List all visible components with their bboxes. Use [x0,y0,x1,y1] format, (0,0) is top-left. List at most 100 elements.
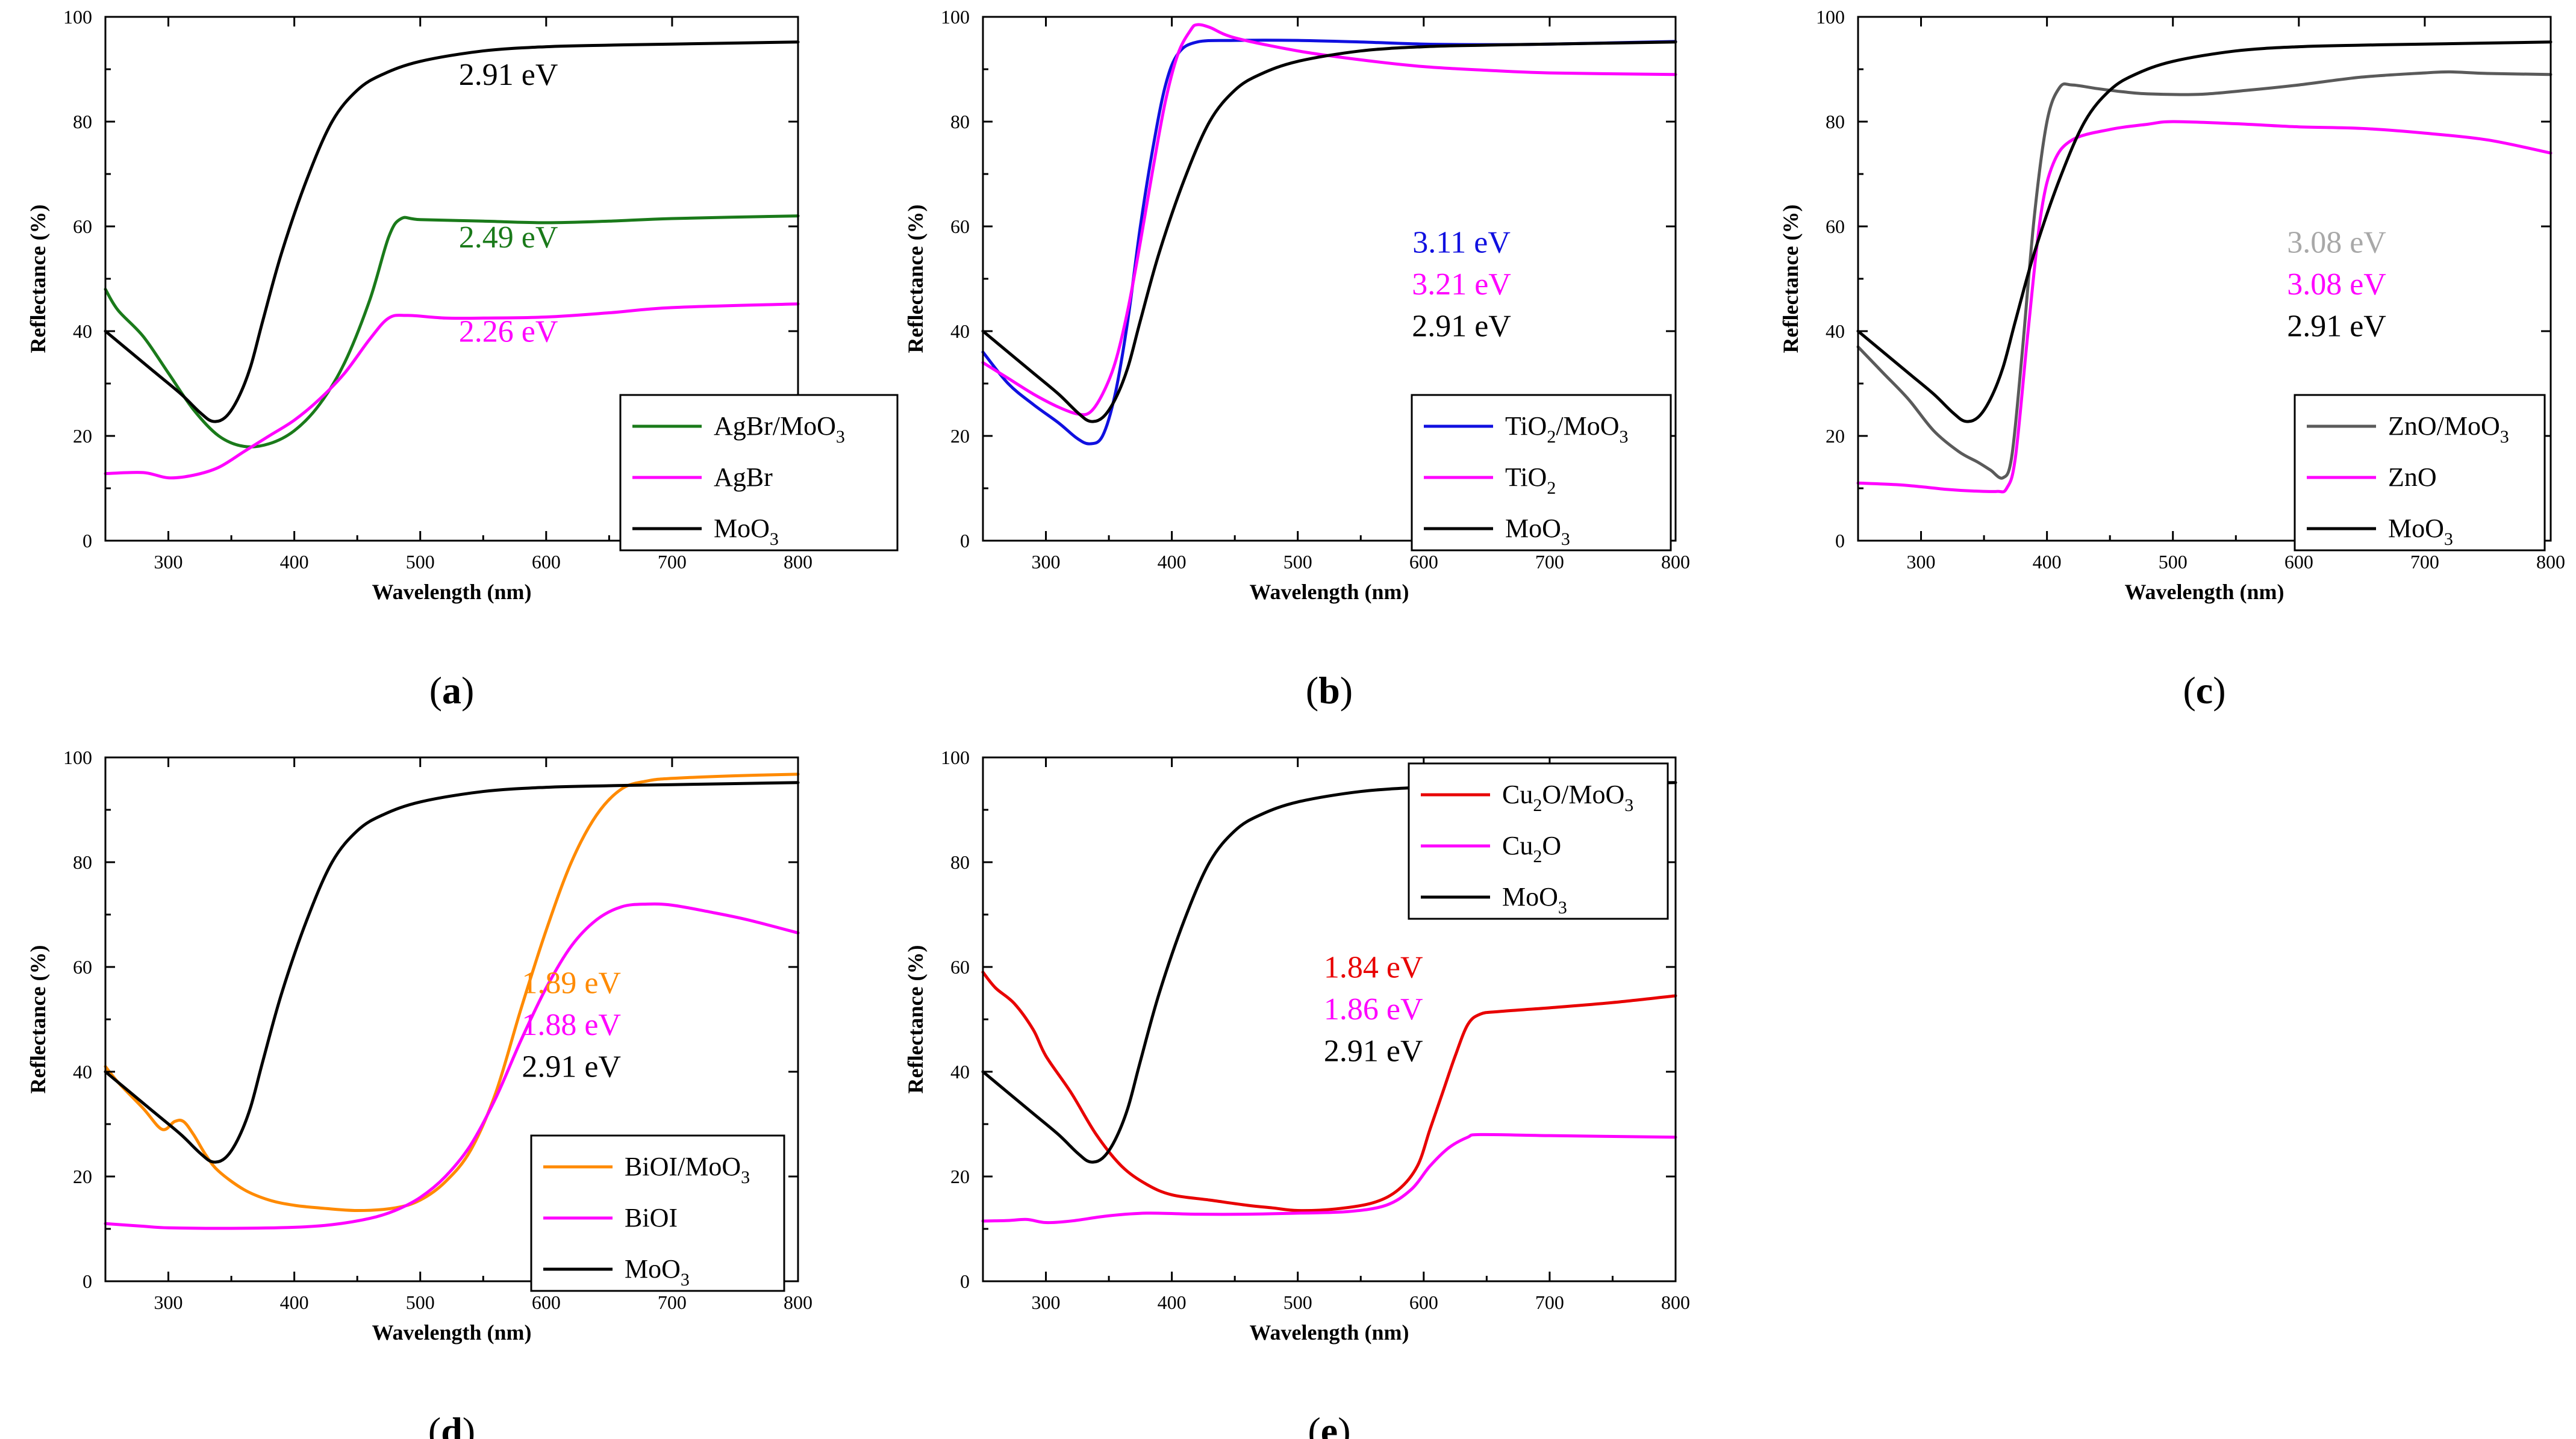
plot-area [104,40,800,480]
series-line-moo3 [981,40,1677,423]
series-line-moo3 [104,40,800,423]
y-axis: 0 20 40 60 80 100 [941,747,1676,1292]
legend-box [530,1134,785,1292]
panel-label: (c) [2183,669,2225,712]
y-tick-label: 0 [960,530,970,552]
x-tick-label: 800 [2536,551,2565,573]
x-tick-label: 800 [784,551,812,573]
y-axis: 0 20 40 60 80 100 [941,6,1676,552]
y-tick-label: 40 [950,320,970,342]
x-tick-label: 600 [1409,1291,1438,1313]
legend-label: Cu2O/MoO3 [1502,780,1633,815]
series-line-zno [1856,120,2553,494]
y-tick-label: 20 [73,425,92,447]
y-tick-label: 60 [950,216,970,237]
series-line-moo3 [1856,40,2553,423]
x-tick-label: 700 [1535,551,1564,573]
series-line-agbr [104,302,800,480]
x-tick-label: 400 [280,1291,309,1313]
x-tick-label: 300 [1907,551,1936,573]
x-axis-label: Wavelength (nm) [2125,580,2284,604]
band-gap-label: 1.88 eV [522,1008,621,1042]
legend-label: BiOI [625,1203,678,1232]
band-gap-label: 2.49 eV [459,220,558,255]
band-gap-annotations: 2.91 eV 2.49 eV 2.26 eV [459,58,558,349]
x-axis-label: Wavelength (nm) [372,580,532,604]
x-axis: 300 400 500 600 700 800 [1857,17,2565,573]
x-tick-label: 500 [1283,1291,1312,1313]
x-tick-label: 400 [1158,1291,1187,1313]
band-gap-label: 2.91 eV [1324,1034,1423,1069]
legend-label: AgBr [714,462,773,492]
x-tick-label: 700 [1535,1291,1564,1313]
chart-panel-c: 300 400 500 600 700 800 0 20 40 60 80 100 Wavelength… [1779,6,2565,712]
band-gap-label: 3.21 eV [1412,267,1511,302]
panel-label: (d) [428,1409,475,1439]
x-axis-label: Wavelength (nm) [1250,580,1409,604]
y-tick-label: 60 [1826,216,1845,237]
band-gap-label: 2.91 eV [2287,309,2386,344]
y-tick-label: 20 [950,1166,970,1187]
band-gap-label: 2.26 eV [459,314,558,349]
chart-panel-b: 300 400 500 600 700 800 0 20 40 60 80 100 Wavelength… [903,6,1690,712]
x-axis: 300 400 500 600 700 800 [982,757,1690,1313]
y-axis-label: Reflectance (%) [903,945,928,1094]
x-tick-label: 800 [784,1291,812,1313]
band-gap-label: 3.08 eV [2287,267,2386,302]
band-gap-annotations: 1.89 eV 1.88 eV 2.91 eV [522,966,621,1084]
x-tick-label: 500 [2159,551,2188,573]
band-gap-annotations: 3.08 eV 3.08 eV 2.91 eV [2287,226,2386,344]
x-tick-label: 400 [1158,551,1187,573]
x-tick-label: 300 [1032,551,1061,573]
legend-label: ZnO [2388,462,2437,492]
y-axis-label: Reflectance (%) [26,945,50,1094]
y-axis-label: Reflectance (%) [1779,205,1803,353]
x-axis-label: Wavelength (nm) [1250,1320,1409,1344]
plot-area [981,23,1677,446]
x-tick-label: 600 [2284,551,2313,573]
y-tick-label: 100 [1816,6,1845,28]
y-tick-label: 20 [950,425,970,447]
x-axis: 300 400 500 600 700 800 [982,17,1690,573]
panel-label: (a) [429,669,475,712]
y-tick-label: 100 [63,747,92,768]
x-tick-label: 300 [154,551,183,573]
legend-box [619,394,899,552]
legend-item: Cu2O/MoO3 [1421,780,1633,815]
x-tick-label: 400 [2033,551,2062,573]
band-gap-label: 2.91 eV [1412,309,1511,344]
plot-area [1856,40,2553,494]
chart-panel-e: 300 400 500 600 700 800 0 20 40 60 80 100 Wavelength… [903,747,1690,1439]
band-gap-label: 1.86 eV [1324,992,1423,1027]
y-tick-label: 80 [1826,111,1845,132]
x-tick-label: 600 [1409,551,1438,573]
x-axis: 300 400 500 600 700 800 [104,757,812,1313]
x-tick-label: 700 [2410,551,2439,573]
chart-panel-d: 300 400 500 600 700 800 0 20 40 60 80 100 Wavelength… [26,747,812,1439]
y-tick-label: 0 [960,1270,970,1292]
y-tick-label: 40 [950,1061,970,1083]
y-axis: 0 20 40 60 80 100 [63,6,798,552]
series-line-bioi [104,902,800,1230]
legend-item: AgBr [632,462,773,492]
y-tick-label: 80 [73,851,92,873]
legend-box [2294,394,2546,552]
x-tick-label: 300 [1032,1291,1061,1313]
x-tick-label: 800 [1661,1291,1690,1313]
band-gap-label: 3.08 eV [2287,226,2386,260]
series-line-tio2 [981,23,1677,417]
y-tick-label: 0 [83,1270,92,1292]
series-line-cu2o-moo3 [981,971,1677,1213]
y-axis: 0 20 40 60 80 100 [63,747,798,1292]
y-tick-label: 80 [950,111,970,132]
x-tick-label: 500 [406,1291,435,1313]
y-tick-label: 80 [950,851,970,873]
band-gap-label: 2.91 eV [522,1050,621,1084]
band-gap-label: 2.91 eV [459,58,558,92]
band-gap-label: 3.11 eV [1412,226,1511,260]
series-line-moo3 [104,781,800,1164]
y-tick-label: 100 [941,747,970,768]
series-line-tio2-moo3 [981,39,1677,446]
